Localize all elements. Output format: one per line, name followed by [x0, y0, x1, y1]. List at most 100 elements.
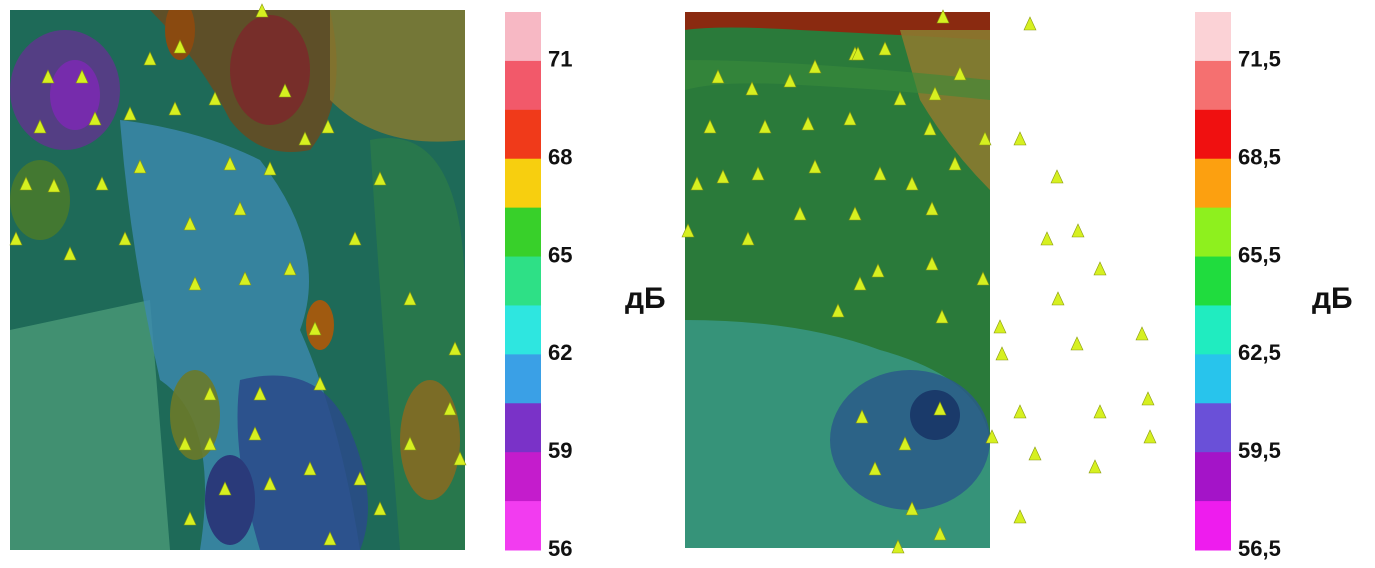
measurement-point	[1013, 404, 1027, 419]
measurement-point	[745, 81, 759, 96]
measurement-point	[783, 73, 797, 88]
measurement-point	[248, 426, 262, 441]
scale-band	[505, 501, 541, 551]
measurement-point	[263, 476, 277, 491]
measurement-point	[143, 51, 157, 66]
measurement-point	[928, 86, 942, 101]
measurement-point	[253, 386, 267, 401]
measurement-point	[1071, 223, 1085, 238]
measurement-point	[993, 319, 1007, 334]
measurement-point	[711, 69, 725, 84]
measurement-point	[1093, 404, 1107, 419]
measurement-point	[353, 471, 367, 486]
measurement-point	[298, 131, 312, 146]
measurement-point	[925, 201, 939, 216]
measurement-point	[168, 101, 182, 116]
measurement-point	[936, 9, 950, 24]
measurement-point	[118, 231, 132, 246]
measurement-point	[263, 161, 277, 176]
measurement-point	[95, 176, 109, 191]
measurement-point	[851, 46, 865, 61]
measurement-point	[1050, 169, 1064, 184]
measurement-point	[751, 166, 765, 181]
measurement-point	[313, 376, 327, 391]
scale-band	[505, 452, 541, 502]
measurement-point	[218, 481, 232, 496]
scale-label: 56,5	[1238, 536, 1281, 561]
measurement-point	[690, 176, 704, 191]
scale-band	[505, 12, 541, 62]
measurement-point	[831, 303, 845, 318]
scale-band	[505, 207, 541, 258]
scale-label: 56	[548, 536, 572, 561]
measurement-point	[19, 176, 33, 191]
measurement-point	[985, 429, 999, 444]
measurement-point	[1141, 391, 1155, 406]
scale-band	[505, 354, 541, 404]
measurement-point	[203, 386, 217, 401]
measurement-point	[233, 201, 247, 216]
measurement-point	[348, 231, 362, 246]
measurement-point	[848, 206, 862, 221]
scale-band	[1195, 12, 1231, 62]
measurement-point	[1088, 459, 1102, 474]
measurement-point	[1051, 291, 1065, 306]
scale-band	[505, 305, 541, 355]
measurement-point	[891, 539, 905, 554]
measurement-point	[453, 451, 467, 466]
scale-band	[505, 403, 541, 453]
measurement-point	[935, 309, 949, 324]
measurement-point	[801, 116, 815, 131]
scale-label: 59	[548, 438, 572, 463]
measurement-point	[33, 119, 47, 134]
measurement-point	[1023, 16, 1037, 31]
measurement-point	[933, 401, 947, 416]
measurement-point	[878, 41, 892, 56]
measurement-point	[1013, 509, 1027, 524]
unit-label: дБ	[625, 282, 666, 315]
scale-label: 65	[548, 242, 572, 267]
scale-band	[505, 60, 541, 111]
measurement-point	[303, 461, 317, 476]
measurement-point	[403, 436, 417, 451]
measurement-point	[183, 216, 197, 231]
measurement-point	[703, 119, 717, 134]
scale-band	[505, 256, 541, 306]
measurement-point	[871, 263, 885, 278]
measurement-point	[995, 346, 1009, 361]
measurement-point	[1143, 429, 1157, 444]
measurement-point	[323, 531, 337, 546]
scale-label: 62,5	[1238, 340, 1281, 365]
measurement-point	[1013, 131, 1027, 146]
measurement-point	[793, 206, 807, 221]
measurement-point	[978, 131, 992, 146]
measurement-point	[843, 111, 857, 126]
measurement-point	[47, 178, 61, 193]
measurement-point	[948, 156, 962, 171]
measurement-point	[758, 119, 772, 134]
measurement-point	[208, 91, 222, 106]
measurement-point	[188, 276, 202, 291]
measurement-point	[41, 69, 55, 84]
scale-band	[1195, 207, 1231, 258]
scale-band	[1195, 256, 1231, 306]
measurement-point	[976, 271, 990, 286]
scale-label: 68,5	[1238, 145, 1281, 170]
measurement-point	[1093, 261, 1107, 276]
measurement-point	[905, 176, 919, 191]
measurement-point	[88, 111, 102, 126]
measurement-point	[923, 121, 937, 136]
scale-band	[1195, 403, 1231, 453]
measurement-point	[808, 59, 822, 74]
measurement-point	[321, 119, 335, 134]
measurement-point	[855, 409, 869, 424]
measurement-point	[933, 526, 947, 541]
scale-label: 71	[548, 47, 572, 72]
measurement-point	[1028, 446, 1042, 461]
scale-band	[505, 158, 541, 209]
map-right	[685, 12, 990, 548]
measurement-point	[953, 66, 967, 81]
scale-band	[505, 109, 541, 160]
measurement-point	[681, 223, 695, 238]
scale-band	[1195, 305, 1231, 355]
